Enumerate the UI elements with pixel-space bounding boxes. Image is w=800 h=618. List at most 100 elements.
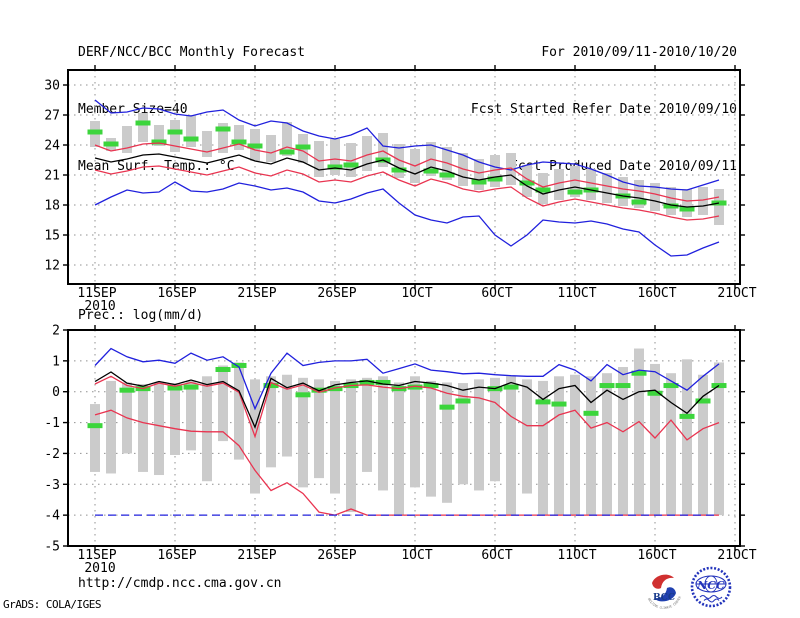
spread-bar: [314, 379, 324, 479]
ncc-wreath: [690, 566, 732, 608]
spread-bar: [426, 380, 436, 497]
spread-bar: [554, 376, 564, 516]
spread-bar: [202, 131, 212, 157]
spread-bar: [330, 139, 340, 175]
y-tick-label: 15: [44, 229, 60, 244]
y-tick-label: -4: [44, 509, 60, 524]
spread-bar: [522, 379, 532, 494]
spread-bar: [490, 377, 500, 482]
obs-dash: [695, 398, 711, 404]
spread-bar: [154, 382, 164, 476]
y-tick-label: 12: [44, 259, 60, 274]
grads-credit: GrADS: COLA/IGES: [3, 598, 101, 611]
x-tick-label: 6OCT: [481, 548, 512, 563]
obs-dash: [535, 399, 551, 405]
obs-dash: [183, 136, 199, 142]
spread-bar: [634, 180, 644, 208]
spread-bar: [138, 113, 148, 142]
spread-bar: [634, 348, 644, 516]
obs-dash: [167, 129, 183, 135]
obs-dash: [343, 162, 359, 168]
obs-dash: [679, 206, 695, 212]
spread-bar: [554, 169, 564, 200]
obs-dash: [279, 149, 295, 155]
spread-bar: [266, 135, 276, 162]
obs-dash: [183, 384, 199, 390]
y-tick-label: -5: [44, 540, 60, 555]
x-tick-label: 21OCT: [717, 548, 756, 563]
obs-dash: [295, 144, 311, 150]
obs-dash: [471, 179, 487, 185]
obs-dash: [503, 384, 519, 390]
spread-bar: [186, 380, 196, 451]
obs-dash: [519, 180, 535, 186]
x-tick-label: 1OCT: [401, 548, 432, 563]
obs-dash: [215, 126, 231, 132]
obs-dash: [87, 129, 103, 135]
spread-bar: [106, 380, 116, 474]
ncc-logo: NCC: [690, 566, 732, 608]
spread-bar: [682, 359, 692, 516]
x-tick-label: 21SEP: [237, 286, 276, 301]
y-tick-label: 27: [44, 109, 60, 124]
spread-bar: [442, 382, 452, 503]
obs-dash: [583, 410, 599, 416]
obs-dash: [551, 401, 567, 407]
spread-bar: [282, 374, 292, 457]
ensemble-mean-line: [94, 153, 720, 208]
spread-bar: [570, 374, 580, 516]
temp-chart-title: Mean Surf. Temp.: °C: [78, 159, 235, 174]
spread-bar: [506, 376, 516, 516]
obs-dash: [439, 172, 455, 178]
spread-bar: [490, 155, 500, 187]
bcc-swirl-blue: [654, 587, 676, 602]
obs-dash: [455, 398, 471, 404]
spread-bar: [346, 379, 356, 513]
y-tick-label: -2: [44, 447, 60, 462]
y-tick-label: -1: [44, 416, 60, 431]
obs-dash: [647, 390, 663, 396]
spread-bar: [298, 377, 308, 488]
ensemble-min-line: [94, 181, 720, 257]
x-tick-label: 16SEP: [157, 548, 196, 563]
x-tick-label: 11SEP: [77, 548, 116, 563]
spread-bar: [538, 380, 548, 516]
obs-dash: [615, 383, 631, 389]
bcc-swirl-red: [652, 574, 674, 589]
obs-dash: [631, 199, 647, 205]
obs-dash: [263, 383, 279, 389]
obs-dash: [247, 143, 263, 149]
page-title: DERF/NCC/BCC Monthly Forecast: [78, 45, 305, 60]
bcc-logo-text: BCC: [653, 593, 675, 603]
plot-border: [67, 69, 741, 285]
obs-dash: [407, 384, 423, 390]
obs-dash: [295, 392, 311, 398]
obs-dash: [391, 167, 407, 173]
website-url: http://cmdp.ncc.cma.gov.cn: [78, 576, 282, 591]
y-tick-label: -3: [44, 478, 60, 493]
spread-bar: [394, 144, 404, 178]
obs-dash: [231, 139, 247, 145]
obs-dash: [679, 413, 695, 419]
obs-dash: [567, 189, 583, 195]
obs-dash: [487, 176, 503, 182]
spread-bar: [218, 123, 228, 153]
y-tick-label: 30: [44, 79, 60, 94]
x-tick-year-label: 2010: [84, 561, 115, 576]
obs-dash: [215, 366, 231, 372]
spread-bar: [602, 173, 612, 203]
ensemble-mean-line: [94, 371, 720, 430]
refer-date-label: Fcst Started Refer Date 2010/09/10: [470, 102, 737, 117]
spread-bar: [714, 189, 724, 225]
spread-bar: [618, 367, 628, 516]
ncc-logo-text: NCC: [696, 579, 725, 592]
spread-bar: [154, 125, 164, 146]
x-tick-label: 11SEP: [77, 286, 116, 301]
obs-dash: [663, 203, 679, 209]
spread-bar: [346, 143, 356, 177]
obs-dash: [103, 141, 119, 147]
x-tick-label: 16SEP: [157, 286, 196, 301]
obs-dash: [423, 383, 439, 389]
